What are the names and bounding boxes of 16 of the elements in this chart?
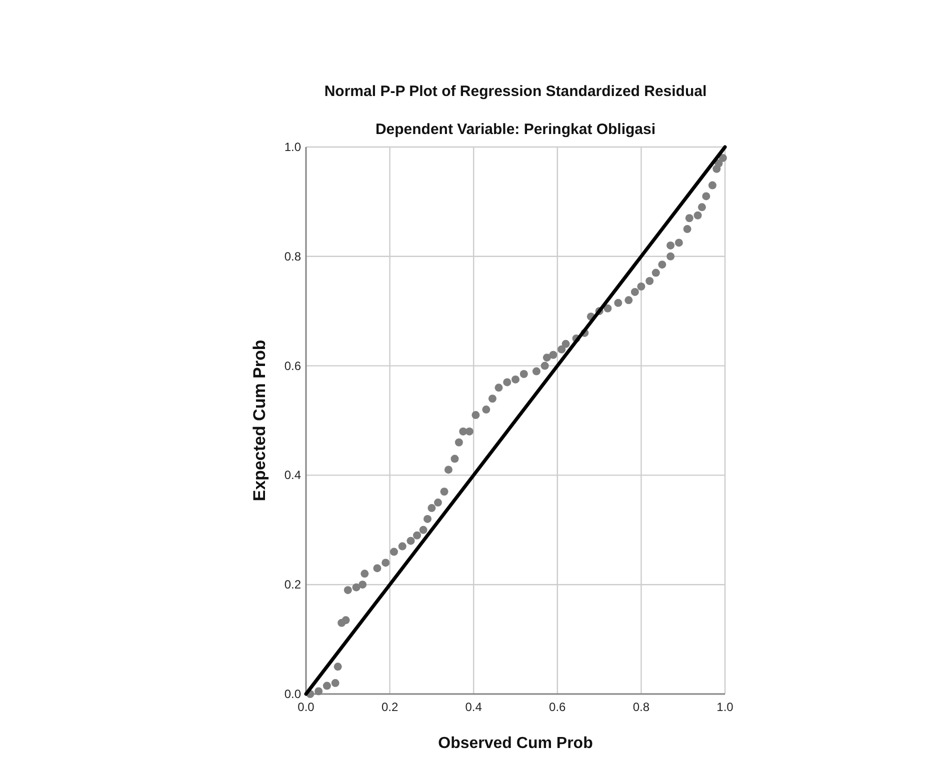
x-tick-label: 0.6 (549, 700, 566, 714)
x-tick-label: 1.0 (716, 700, 734, 714)
x-tick-label: 0.8 (632, 700, 650, 714)
y-tick-label: 0.4 (284, 468, 302, 482)
chart-subtitle: Dependent Variable: Peringkat Obligasi (375, 121, 656, 138)
y-axis-title: Expected Cum Prob (250, 340, 269, 502)
chart-title: Normal P-P Plot of Regression Standardized Residual (324, 83, 707, 100)
x-tick-label: 0.4 (465, 700, 482, 714)
y-tick-label: 0.0 (284, 687, 302, 701)
y-tick-label: 1.0 (284, 140, 302, 154)
y-tick-label: 0.2 (284, 578, 302, 592)
x-tick-label: 0.0 (298, 700, 315, 714)
x-axis-title: Observed Cum Prob (438, 735, 594, 752)
y-tick-label: 0.8 (284, 249, 302, 264)
x-tick-label: 0.2 (381, 700, 398, 714)
y-tick-label: 0.6 (284, 358, 302, 373)
